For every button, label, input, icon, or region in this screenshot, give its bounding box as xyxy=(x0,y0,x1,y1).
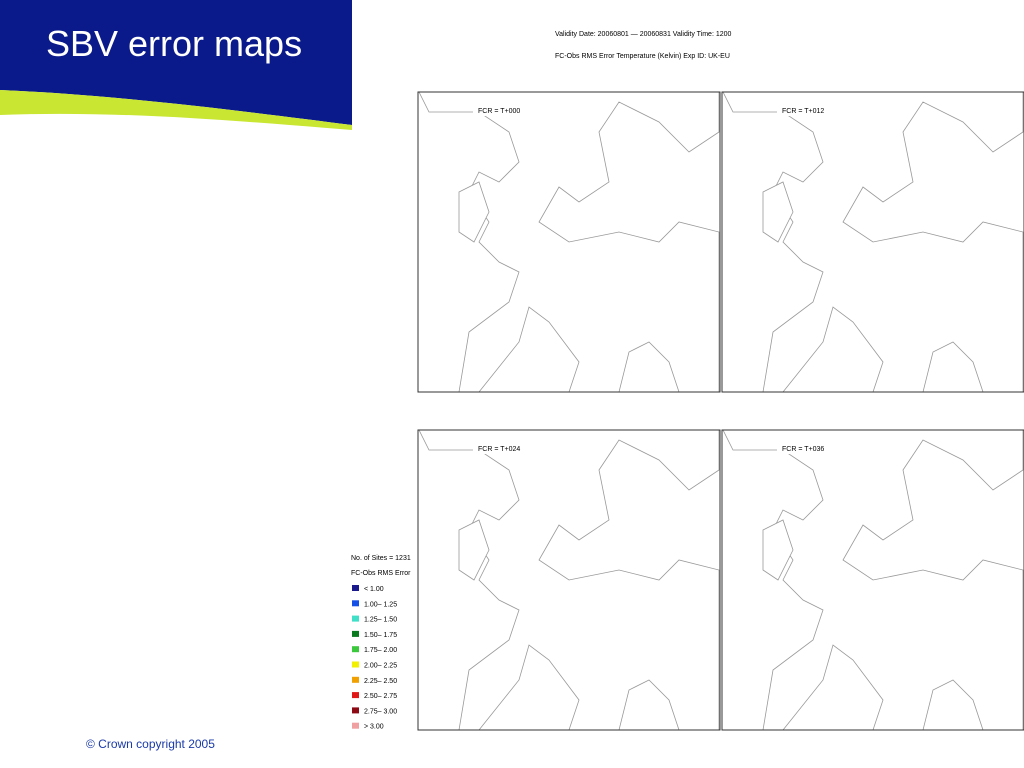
legend-label: 2.75– 3.00 xyxy=(364,708,397,715)
map-info: Validity Date: 20060801 — 20060831 Valid… xyxy=(555,31,732,38)
label-bg xyxy=(777,104,847,116)
banner xyxy=(0,0,352,125)
map-panel: FCR = T+000 xyxy=(417,91,721,393)
map-panel: FCR = T+036 xyxy=(721,429,1024,731)
map-frame xyxy=(417,429,721,731)
legend-swatch xyxy=(352,692,359,699)
legend-label: 1.25– 1.50 xyxy=(364,617,397,624)
legend-swatch xyxy=(352,722,359,729)
legend-swatch xyxy=(352,600,359,607)
legend-swatch xyxy=(352,630,359,637)
panel-label: FCR = T+012 xyxy=(782,108,824,115)
swoosh xyxy=(0,90,352,130)
panel-label: FCR = T+036 xyxy=(782,446,824,453)
copyright: © Crown copyright 2005 xyxy=(86,737,215,751)
legend-swatch xyxy=(352,676,359,683)
legend-label: 2.00– 2.25 xyxy=(364,663,397,670)
map-frame xyxy=(721,91,1024,393)
label-bg xyxy=(473,442,543,454)
legend-title: FC-Obs RMS Error xyxy=(351,570,411,577)
panel-label: FCR = T+000 xyxy=(478,108,520,115)
legend-swatch xyxy=(352,646,359,653)
map-frame xyxy=(721,429,1024,731)
map-panel: FCR = T+024 xyxy=(417,429,721,731)
legend-label: 1.75– 2.00 xyxy=(364,647,397,654)
legend-swatch xyxy=(352,707,359,714)
legend-label: 2.50– 2.75 xyxy=(364,693,397,700)
legend-swatch xyxy=(352,585,359,591)
legend-label: 2.25– 2.50 xyxy=(364,678,397,685)
legend-label: 1.50– 1.75 xyxy=(364,632,397,639)
legend-label: 1.00– 1.25 xyxy=(364,601,397,608)
label-bg xyxy=(473,104,543,116)
map-frame xyxy=(417,91,721,393)
label-bg xyxy=(777,442,847,454)
legend-swatch xyxy=(352,615,359,622)
map-info: FC-Obs RMS Error Temperature (Kelvin) Ex… xyxy=(555,53,730,60)
legend-sites: No. of Sites = 1231 xyxy=(351,555,411,562)
map-panel: FCR = T+012 xyxy=(721,91,1024,393)
slide-title: SBV error maps xyxy=(46,23,302,64)
legend-label: > 3.00 xyxy=(364,724,384,731)
panel-label: FCR = T+024 xyxy=(478,446,520,453)
legend-label: < 1.00 xyxy=(364,586,384,593)
legend-swatch xyxy=(352,661,359,668)
